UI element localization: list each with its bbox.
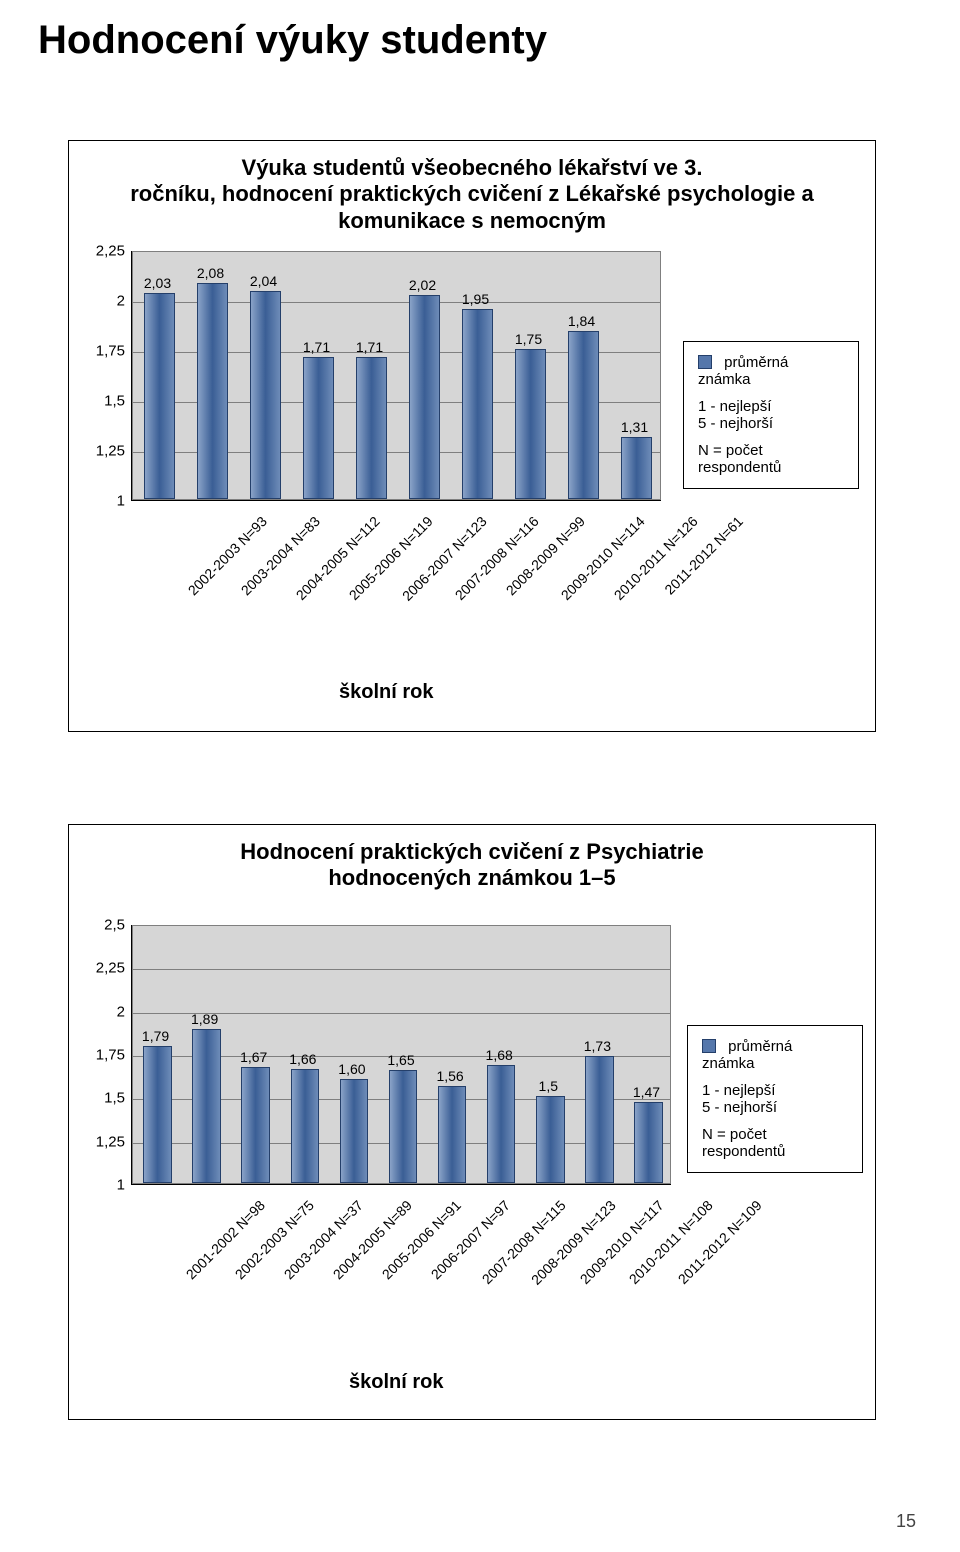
y-tick-label: 2	[75, 1003, 125, 1020]
chart1-legend: průměrná známka 1 - nejlepší 5 - nejhorš…	[683, 341, 859, 489]
bar	[585, 1056, 613, 1183]
bar-value-label: 1,68	[486, 1047, 513, 1063]
bar	[241, 1067, 269, 1183]
y-tick-label: 1	[75, 493, 125, 510]
y-tick-label: 1,5	[75, 393, 125, 410]
bar-value-label: 1,95	[462, 291, 489, 307]
chart1-x-axis-title: školní rok	[339, 681, 433, 704]
legend-swatch-icon	[698, 355, 712, 369]
bar-value-label: 1,65	[387, 1052, 414, 1068]
chart2-legend-note2: 5 - nejhorší	[702, 1099, 848, 1116]
bar-value-label: 2,03	[144, 275, 171, 291]
chart2-legend-note1: 1 - nejlepší	[702, 1082, 848, 1099]
chart2-panel: Hodnocení praktických cvičení z Psychiat…	[68, 824, 876, 1420]
y-tick-label: 1,25	[75, 443, 125, 460]
bar-value-label: 2,08	[197, 265, 224, 281]
bar-value-label: 1,56	[436, 1068, 463, 1084]
bar-value-label: 1,73	[584, 1038, 611, 1054]
x-tick-label: 2008-2009 N=123	[528, 1197, 619, 1288]
bar	[197, 283, 228, 499]
chart1-title-line1: Výuka studentů všeobecného lékařství ve …	[242, 155, 703, 180]
y-tick-label: 2,25	[75, 243, 125, 260]
bar-value-label: 1,67	[240, 1049, 267, 1065]
chart2-legend-row: průměrná známka	[702, 1038, 848, 1072]
bar-value-label: 1,89	[191, 1011, 218, 1027]
chart2-title-line1: Hodnocení praktických cvičení z Psychiat…	[240, 839, 703, 864]
bar	[568, 331, 599, 499]
y-tick-label: 1	[75, 1177, 125, 1194]
bar	[409, 295, 440, 499]
chart1-legend-row: průměrná známka	[698, 354, 844, 388]
chart1-legend-note2: 5 - nejhorší	[698, 415, 844, 432]
bar-value-label: 1,5	[539, 1078, 558, 1094]
y-tick-label: 1,75	[75, 343, 125, 360]
bar-value-label: 1,75	[515, 331, 542, 347]
legend-swatch-icon	[702, 1039, 716, 1053]
x-tick-label: 2010-2011 N=108	[626, 1197, 716, 1287]
bar	[462, 309, 493, 499]
chart1-title-line2: ročníku, hodnocení praktických cvičení z…	[130, 181, 813, 232]
y-tick-label: 1,75	[75, 1047, 125, 1064]
chart1-legend-note1: 1 - nejlepší	[698, 398, 844, 415]
bar	[487, 1065, 515, 1183]
chart1-legend-note3: N = počet respondentů	[698, 442, 844, 476]
y-tick-label: 1,5	[75, 1090, 125, 1107]
bar-value-label: 1,79	[142, 1028, 169, 1044]
grid-line	[133, 969, 670, 970]
chart1-panel: Výuka studentů všeobecného lékařství ve …	[68, 140, 876, 732]
chart2-legend: průměrná známka 1 - nejlepší 5 - nejhorš…	[687, 1025, 863, 1173]
bar-value-label: 1,31	[621, 419, 648, 435]
bar	[356, 357, 387, 499]
bar-value-label: 1,84	[568, 313, 595, 329]
bar	[192, 1029, 220, 1183]
x-tick-label: 2011-2012 N=109	[675, 1197, 765, 1287]
bar-value-label: 2,02	[409, 277, 436, 293]
bar-value-label: 1,71	[303, 339, 330, 355]
chart1-plot	[131, 251, 661, 501]
bar	[291, 1069, 319, 1183]
bar	[340, 1079, 368, 1183]
bar	[389, 1070, 417, 1183]
chart1-plot-bg	[132, 251, 661, 500]
bar	[303, 357, 334, 499]
bar-value-label: 2,04	[250, 273, 277, 289]
bar	[144, 293, 175, 499]
chart2-x-axis-title: školní rok	[349, 1371, 443, 1394]
bar	[143, 1046, 171, 1183]
bar	[250, 291, 281, 499]
y-tick-label: 1,25	[75, 1133, 125, 1150]
page-title: Hodnocení výuky studenty	[38, 18, 547, 63]
bar	[536, 1096, 564, 1183]
x-tick-label: 2011-2012 N=61	[661, 513, 746, 598]
chart2-title: Hodnocení praktických cvičení z Psychiat…	[69, 825, 875, 902]
bar	[515, 349, 546, 499]
bar-value-label: 1,71	[356, 339, 383, 355]
bar-value-label: 1,66	[289, 1051, 316, 1067]
x-tick-label: 2009-2010 N=117	[577, 1197, 667, 1287]
y-tick-label: 2,25	[75, 960, 125, 977]
page-number: 15	[896, 1511, 916, 1532]
chart2-title-line2: hodnocených známkou 1–5	[328, 865, 615, 890]
chart1-title: Výuka studentů všeobecného lékařství ve …	[69, 141, 875, 244]
y-tick-label: 2	[75, 293, 125, 310]
chart2-legend-note3: N = počet respondentů	[702, 1126, 848, 1160]
bar	[621, 437, 652, 499]
bar-value-label: 1,47	[633, 1084, 660, 1100]
bar	[634, 1102, 662, 1183]
y-tick-label: 2,5	[75, 917, 125, 934]
bar	[438, 1086, 466, 1183]
bar-value-label: 1,60	[338, 1061, 365, 1077]
